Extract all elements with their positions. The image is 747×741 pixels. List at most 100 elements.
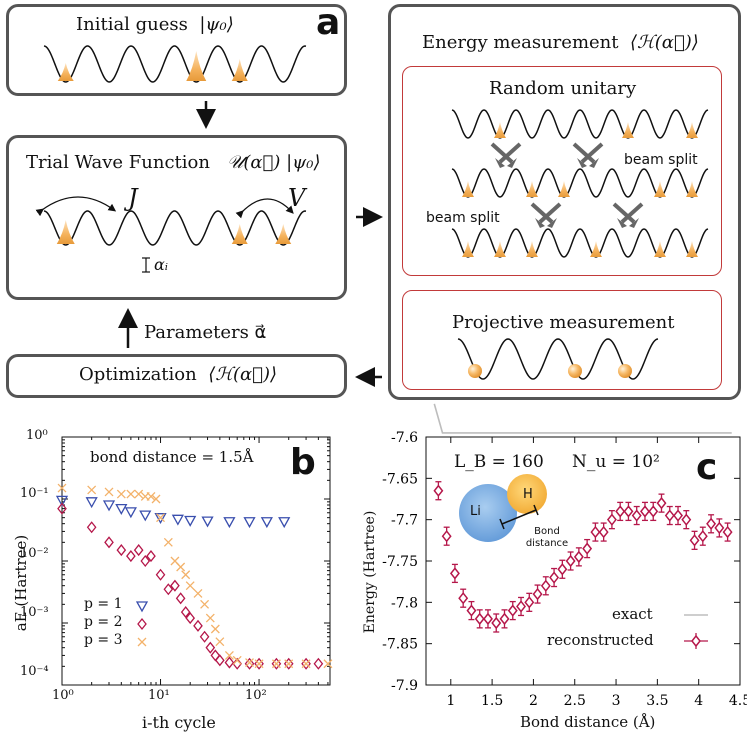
c-point [615, 505, 626, 518]
molecule-h-label: H [523, 487, 533, 502]
b-point-3 [245, 658, 254, 668]
b-point-1 [171, 514, 184, 526]
c-point [458, 591, 469, 605]
c-xtick-label: 3 [612, 693, 621, 709]
interaction-arrow [235, 198, 294, 219]
b-point-1 [243, 517, 256, 529]
c-point [714, 521, 725, 535]
b-point-2 [155, 568, 166, 581]
bond-marker-end [533, 504, 539, 516]
c-point [573, 550, 584, 564]
initial-guess-lattice [43, 45, 307, 83]
b-point-3 [205, 613, 215, 623]
particle [57, 63, 74, 81]
b-point-2 [185, 612, 196, 625]
c-point [557, 563, 568, 576]
b-point-1 [55, 495, 69, 507]
panel-label-b: b [290, 442, 316, 483]
particle [526, 181, 538, 197]
b-point-2 [271, 657, 282, 670]
b-point-2 [163, 583, 174, 596]
b-point-3 [200, 599, 210, 609]
b-point-3 [193, 588, 203, 598]
parameters-label: Parameters α⃗ [144, 322, 267, 343]
random-unitary-title: Random unitary [489, 78, 637, 99]
b-point-1 [139, 510, 152, 522]
depth-label: αᵢ [154, 255, 169, 274]
measured-particle [468, 364, 482, 378]
h-atom [507, 474, 547, 514]
b-point-1 [124, 507, 137, 519]
c-point [590, 525, 601, 539]
b-point-3 [181, 570, 191, 580]
b-point-1 [278, 517, 291, 529]
b-point-2 [146, 550, 156, 563]
c-legend-reconstructed-marker [691, 634, 701, 648]
c-point [565, 554, 576, 568]
b-point-3 [224, 650, 234, 660]
c-xtick-label: 3.5 [646, 693, 668, 709]
c-point [441, 529, 452, 543]
particle [462, 181, 474, 197]
c-xtick-label: 1 [446, 693, 455, 709]
b-xtick-2: 10² [245, 688, 267, 703]
beam-arrowhead [629, 218, 639, 228]
trial-lattice [43, 210, 307, 246]
c-point [474, 612, 485, 626]
particle [686, 122, 698, 138]
beam-arrowhead [535, 218, 545, 228]
b-point-2 [57, 502, 67, 515]
b-point-2 [193, 619, 203, 632]
panel-label-a: a [316, 2, 341, 43]
beam-splitter-arrow [498, 142, 522, 164]
c-point [491, 616, 502, 630]
particle [231, 224, 248, 244]
b-point-2 [126, 550, 136, 563]
b-point-2 [180, 606, 191, 619]
particle [186, 51, 207, 81]
b-point-2 [313, 657, 324, 670]
c-point [697, 529, 708, 543]
particle [275, 224, 292, 244]
particle [654, 241, 666, 257]
particle [494, 241, 506, 257]
beam-splitter-arrow [490, 142, 514, 164]
initial-guess-title: Initial guess |ψ₀⟩ [76, 14, 234, 35]
c-point [706, 517, 717, 531]
b-legend-p1: p = 1 [84, 596, 123, 612]
c-point [483, 612, 493, 626]
b-annotation: bond distance = 1.5Å [90, 448, 254, 466]
c-point [449, 567, 460, 580]
c-point [689, 534, 700, 547]
b-point-3 [185, 581, 195, 591]
bond-marker-end [499, 518, 505, 530]
b-point-3 [301, 659, 311, 669]
c-point [664, 509, 675, 522]
b-point-3 [151, 494, 161, 504]
b-point-3 [134, 489, 144, 499]
b-point-3 [232, 655, 242, 665]
c-point [648, 505, 659, 518]
b-point-3 [156, 513, 165, 523]
b-point-2 [301, 657, 311, 670]
projective-measurement-title: Projective measurement [452, 312, 675, 333]
b-xtick-1: 10¹ [148, 688, 170, 703]
b-legend-p2: p = 2 [84, 614, 123, 630]
beam-splitter-arrow [530, 202, 554, 224]
random-unitary-lattice [451, 228, 709, 258]
b-xlabel: i-th cycle [142, 713, 216, 732]
b-point-3 [57, 483, 67, 493]
b-point-1 [85, 497, 98, 509]
b-xtick-0: 10⁰ [52, 688, 74, 703]
random-unitary-lattice [451, 109, 709, 139]
beam-split-label-1: beam split [624, 152, 698, 168]
beam-split-label-2: beam split [426, 210, 500, 226]
b-point-2 [224, 656, 235, 669]
particle [526, 241, 538, 257]
particle [686, 241, 698, 257]
b-point-2 [175, 592, 186, 605]
beam-arrowhead [577, 158, 587, 168]
c-point [631, 509, 642, 522]
c-point [433, 484, 444, 497]
